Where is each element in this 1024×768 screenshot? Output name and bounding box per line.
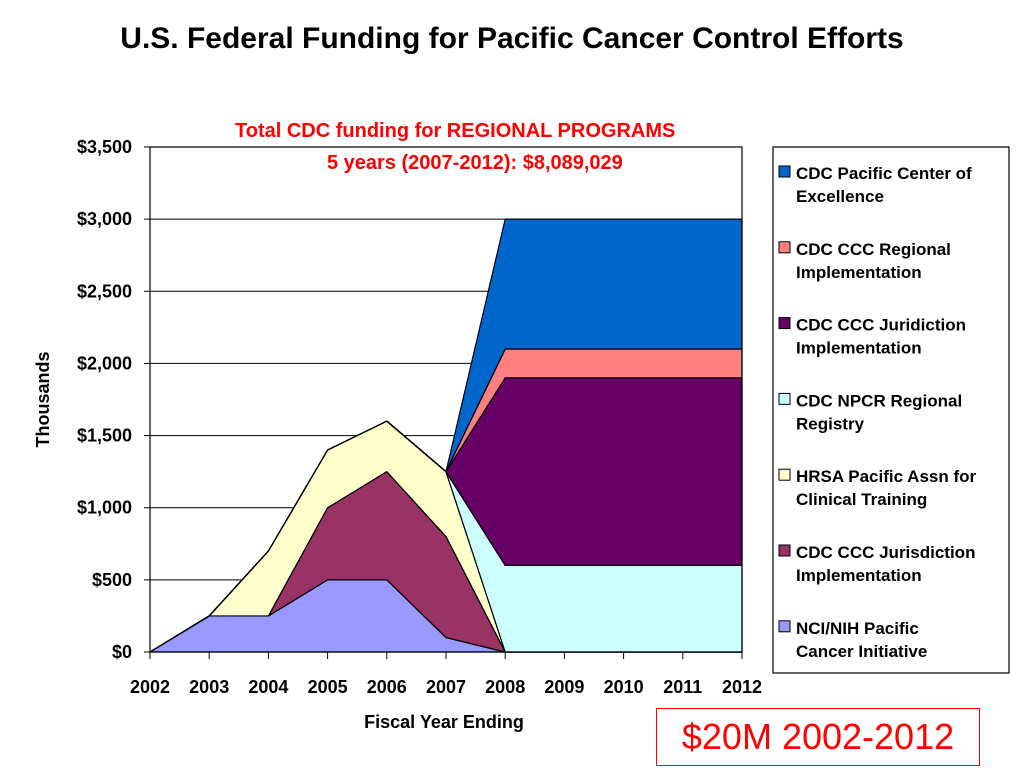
legend-box (772, 146, 1010, 674)
legend-label: Clinical Training (796, 490, 927, 509)
legend-label: CDC CCC Jurisdiction (796, 543, 975, 562)
legend-swatch (778, 392, 791, 405)
legend-label: Registry (796, 414, 865, 433)
x-tick-label: 2006 (367, 677, 407, 697)
y-tick-label: $2,500 (77, 281, 132, 301)
y-tick-label: $0 (112, 642, 132, 662)
y-tick-label: $1,500 (77, 426, 132, 446)
legend-swatch (778, 544, 791, 557)
legend-label: Implementation (796, 339, 922, 358)
legend-swatch (778, 468, 791, 481)
y-tick-label: $3,500 (77, 137, 132, 157)
legend-label: CDC Pacific Center of (796, 164, 972, 183)
legend-label: Excellence (796, 187, 884, 206)
y-tick-label: $2,000 (77, 353, 132, 373)
subtitle-line-2: 5 years (2007-2012): $8,089,029 (327, 152, 623, 174)
legend-swatch (778, 317, 791, 330)
x-tick-label: 2008 (485, 677, 525, 697)
x-tick-label: 2007 (426, 677, 466, 697)
y-tick-label: $3,000 (77, 209, 132, 229)
legend-label: CDC CCC Juridiction (796, 316, 966, 335)
x-tick-label: 2012 (722, 677, 762, 697)
legend-label: NCI/NIH Pacific (796, 619, 919, 638)
x-tick-label: 2010 (604, 677, 644, 697)
x-tick-label: 2004 (248, 677, 288, 697)
legend-label: Implementation (796, 566, 922, 585)
y-tick-label: $1,000 (77, 498, 132, 518)
x-tick-label: 2011 (663, 677, 702, 697)
x-axis-title: Fiscal Year Ending (364, 712, 524, 732)
total-callout: $20M 2002-2012 (656, 708, 980, 766)
legend-label: HRSA Pacific Assn for (796, 467, 977, 486)
x-tick-label: 2009 (544, 677, 584, 697)
y-tick-label: $500 (92, 570, 132, 590)
legend-label: CDC NPCR Regional (796, 391, 962, 410)
x-tick-label: 2003 (189, 677, 229, 697)
legend-label: Implementation (796, 263, 922, 282)
chart-title: U.S. Federal Funding for Pacific Cancer … (120, 22, 904, 55)
y-axis-title: Thousands (33, 351, 53, 447)
legend-swatch (778, 165, 791, 178)
x-tick-label: 2002 (130, 677, 170, 697)
legend-swatch (778, 620, 791, 633)
legend-swatch (778, 241, 791, 254)
legend-label: CDC CCC Regional (796, 240, 951, 259)
legend-label: Cancer Initiative (796, 642, 927, 661)
subtitle-line-1: Total CDC funding for REGIONAL PROGRAMS (235, 120, 676, 142)
x-tick-label: 2005 (308, 677, 348, 697)
